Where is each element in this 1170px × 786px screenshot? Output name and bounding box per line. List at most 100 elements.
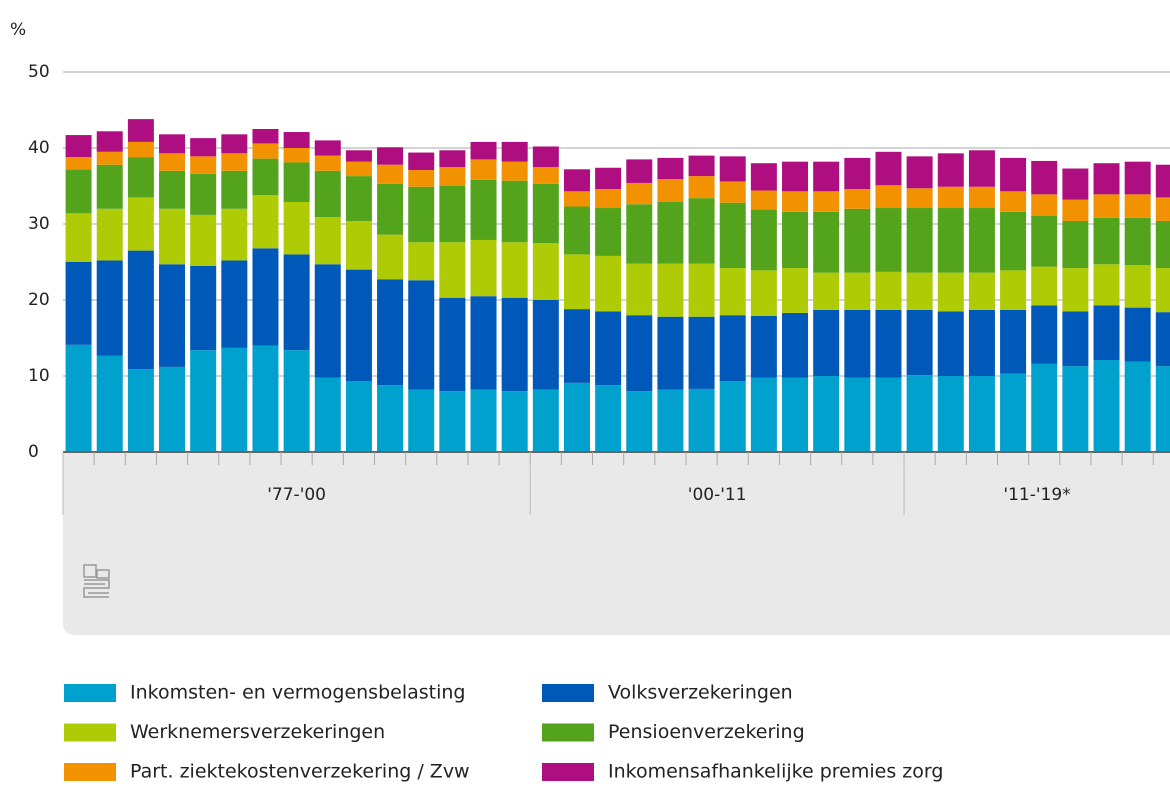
bar-segment [626, 391, 653, 452]
bar-segment [252, 143, 279, 159]
bar-segment [626, 315, 653, 392]
bar-segment [750, 190, 777, 210]
bar-segment [875, 185, 902, 209]
bar-segment [563, 254, 590, 310]
bar-segment [470, 239, 497, 297]
bar-segment [532, 389, 559, 452]
bar-segment [1093, 264, 1120, 306]
bar-segment [937, 311, 964, 376]
bar-segment [875, 309, 902, 378]
bar-segment [719, 381, 746, 452]
bar-segment [501, 391, 528, 452]
bar-segment [1124, 217, 1151, 266]
bar-segment [314, 377, 341, 452]
bar-segment [750, 163, 777, 191]
bar-segment [906, 272, 933, 310]
bar-segment [1031, 194, 1058, 216]
bar-segment [626, 159, 653, 183]
bar-segment [1093, 163, 1120, 195]
bar-segment [1155, 366, 1170, 452]
bar-segment [875, 151, 902, 186]
bar-segment [314, 217, 341, 265]
bar-segment [345, 150, 372, 162]
bar-segment [1000, 270, 1027, 310]
y-tick-label: 40 [28, 138, 50, 158]
bar-segment [96, 131, 123, 152]
legend-swatch [542, 684, 594, 702]
bar-segment [439, 297, 466, 392]
bar-segment [1093, 360, 1120, 452]
bar-segment [190, 156, 217, 174]
bar-segment [844, 157, 871, 190]
bar-segment [937, 186, 964, 209]
bar-segment [127, 197, 154, 251]
bar-segment [563, 309, 590, 383]
bar-segment [190, 138, 217, 157]
cbs-logo [83, 564, 110, 598]
bar-segment [1031, 363, 1058, 452]
bar-segment [844, 208, 871, 273]
bar-segment [1155, 164, 1170, 198]
bar-segment [159, 134, 186, 154]
bar-segment [937, 272, 964, 312]
bar-segment [782, 312, 809, 378]
bar-segment [1000, 211, 1027, 271]
bar-segment [968, 309, 995, 376]
bar-segment [501, 180, 528, 243]
y-tick-label: 0 [28, 442, 39, 462]
bar-segment [1062, 199, 1089, 221]
bar-segment [719, 202, 746, 269]
bar-segment [470, 296, 497, 390]
bar-segment [844, 309, 871, 378]
bar-segment [750, 270, 777, 316]
bar-segment [1155, 197, 1170, 221]
group-label: '00-'11 [688, 485, 747, 505]
bar-segment [408, 170, 435, 187]
bar-segment [1155, 312, 1170, 367]
bar-segment [439, 391, 466, 452]
bar-segment [1124, 161, 1151, 195]
bar-segment [127, 250, 154, 370]
bar-segment [813, 309, 840, 376]
bar-segment [65, 262, 92, 345]
bar-segment [563, 169, 590, 192]
bar-segment [626, 263, 653, 316]
bar-segment [314, 140, 341, 156]
bar-segment [96, 208, 123, 261]
bar-segment [1124, 194, 1151, 218]
bar-segment [314, 264, 341, 378]
bar-segment [750, 209, 777, 271]
legend-swatch [64, 684, 116, 702]
legend-swatch [64, 723, 116, 742]
bar-segment [688, 176, 715, 199]
bar-segment [470, 389, 497, 452]
y-tick-label: 50 [28, 62, 50, 82]
bar-segment [283, 254, 310, 351]
bar-segment [1031, 266, 1058, 306]
bar-segment [1031, 215, 1058, 267]
bar-segment [159, 153, 186, 171]
bar-segment [626, 182, 653, 205]
bar-segment [127, 369, 154, 452]
y-tick-label: 30 [28, 214, 50, 234]
bar-segment [1000, 157, 1027, 192]
bar-segment [501, 141, 528, 162]
bar-segment [65, 157, 92, 170]
bar-segment [532, 300, 559, 390]
bar-segment [782, 268, 809, 313]
bar-segment [563, 191, 590, 207]
bar-segment [252, 195, 279, 249]
bar-segment [345, 161, 372, 177]
bar-segment [844, 377, 871, 452]
bar-segment [283, 132, 310, 148]
bar-segment [813, 272, 840, 310]
bar-segment [159, 366, 186, 452]
bar-segment [657, 263, 684, 317]
bar-segment [65, 344, 92, 452]
bar-segment [532, 183, 559, 243]
bar-segment [345, 220, 372, 270]
bar-segment [377, 183, 404, 235]
bar-segment [501, 297, 528, 392]
bar-segment [968, 272, 995, 310]
bar-segment [65, 213, 92, 262]
